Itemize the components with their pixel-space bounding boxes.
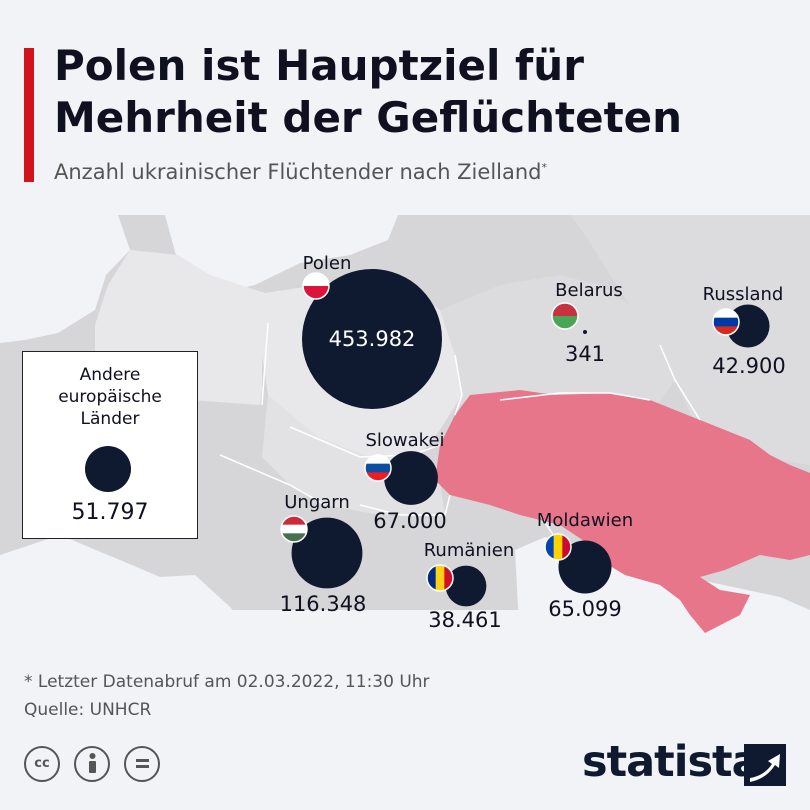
flag-ring-rumaenien — [426, 564, 454, 592]
bubble-belarus — [583, 330, 587, 334]
legend-value: 51.797 — [71, 500, 149, 525]
russia-region — [570, 215, 810, 465]
flag-moldova-icon — [544, 533, 572, 561]
flag-stripe — [303, 286, 329, 299]
flag-stripe — [303, 273, 329, 286]
flag-stripes-russland — [713, 309, 739, 335]
flag-stripe — [281, 524, 307, 534]
value-label-ungarn: 116.348 — [280, 592, 367, 616]
country-label-russland: Russland — [703, 284, 784, 305]
value-label-moldawien: 65.099 — [548, 597, 621, 621]
country-label-ungarn: Ungarn — [284, 492, 350, 513]
belarus-region — [440, 275, 675, 415]
flag-ring-polen — [302, 272, 330, 300]
flag-stripe — [281, 516, 307, 526]
value-label-polen: 453.982 — [329, 327, 416, 351]
country-label-slowakei: Slowakei — [365, 430, 444, 451]
bubble-polen — [302, 269, 442, 409]
country-label-moldawien: Moldawien — [537, 510, 633, 531]
border-at-hu — [219, 454, 326, 506]
cc-icon[interactable]: cc — [24, 746, 60, 782]
subtitle: Anzahl ukrainischer Flüchtender nach Zie… — [54, 160, 547, 184]
border-by-ua — [499, 392, 651, 401]
flag-stripe — [365, 472, 391, 481]
flag-stripe — [435, 565, 445, 591]
legend-bubble — [85, 446, 131, 492]
statista-logo-text[interactable]: statista — [582, 737, 761, 787]
sea-north-west — [0, 215, 130, 343]
legend-title: Andere europäische Länder — [23, 364, 197, 430]
flag-stripe — [365, 455, 391, 465]
statista-logo-icon — [744, 744, 786, 786]
attribution-icon[interactable] — [74, 746, 110, 782]
page-title: Polen ist Hauptziel für Mehrheit der Gef… — [54, 40, 682, 144]
value-label-rumaenien: 38.461 — [428, 608, 501, 632]
value-label-slowakei: 67.000 — [373, 509, 446, 533]
flag-ring-slowakei — [364, 454, 392, 482]
bubble-rumaenien — [445, 565, 487, 607]
flag-romania-icon — [426, 564, 454, 592]
map-bottom-margin — [0, 610, 810, 645]
flag-poland-icon — [302, 272, 330, 300]
sea-baltic — [165, 215, 398, 295]
flag-stripes-slowakei — [365, 455, 391, 481]
equals-glyph — [135, 759, 149, 768]
flag-stripes-moldawien — [545, 534, 571, 560]
subtitle-footnote-mark: * — [541, 161, 548, 174]
flag-hungary-icon — [280, 515, 308, 543]
flag-stripe — [553, 534, 563, 560]
legend-box: Andere europäische Länder 51.797 — [22, 351, 198, 539]
attribution-glyph — [88, 753, 96, 773]
flag-stripe — [427, 565, 437, 591]
flag-stripe — [444, 565, 453, 591]
value-label-belarus: 341 — [565, 342, 605, 366]
flag-ring-moldawien — [544, 533, 572, 561]
title-line-2: Mehrheit der Geflüchteten — [54, 93, 683, 142]
flag-stripe — [281, 533, 307, 542]
flag-stripe — [545, 534, 555, 560]
ukraine-shape — [435, 390, 810, 633]
flag-ring-belarus — [551, 302, 579, 330]
flag-ring-ungarn — [280, 515, 308, 543]
country-label-belarus: Belarus — [555, 280, 623, 301]
flag-stripe — [552, 316, 578, 329]
footnote: * Letzter Datenabruf am 02.03.2022, 11:3… — [24, 672, 430, 692]
source-note: Quelle: UNHCR — [24, 700, 152, 720]
country-label-rumaenien: Rumänien — [424, 540, 515, 561]
country-label-polen: Polen — [303, 253, 352, 274]
value-label-russland: 42.900 — [712, 354, 785, 378]
flag-slovakia-icon — [364, 454, 392, 482]
legend-title-line-1: Andere — [79, 365, 141, 385]
border-pl-by — [454, 354, 463, 416]
flag-stripe — [562, 534, 571, 560]
border-de-pl — [261, 322, 269, 406]
flag-stripes-belarus — [552, 303, 578, 329]
flag-stripe — [713, 326, 739, 335]
legend-title-line-2: europäische — [58, 387, 162, 407]
title-line-1: Polen ist Hauptziel für — [54, 41, 584, 90]
legend-title-line-3: Länder — [80, 409, 140, 429]
bubble-moldawien — [558, 540, 612, 594]
bubble-layer: Polen 453.982 Belarus 341 Russland 42.900 Slow… — [280, 253, 786, 632]
flag-stripe — [713, 309, 739, 319]
bubble-slowakei — [384, 451, 438, 505]
accent-bar — [24, 48, 34, 182]
flag-stripes-ungarn — [281, 516, 307, 542]
bubble-ungarn — [291, 517, 363, 589]
flag-belarus-icon — [551, 302, 579, 330]
subtitle-text: Anzahl ukrainischer Flüchtender nach Zie… — [54, 160, 542, 184]
flag-stripe — [365, 463, 391, 473]
flag-stripe — [713, 317, 739, 327]
flag-stripe — [552, 303, 578, 316]
flag-stripes-polen — [303, 273, 329, 299]
border-ro — [359, 494, 451, 516]
flag-russia-icon — [712, 308, 740, 336]
border-by-ru — [659, 344, 701, 421]
flag-stripes-rumaenien — [427, 565, 453, 591]
border-pl-sk — [289, 426, 441, 458]
flag-ring-russland — [712, 308, 740, 336]
no-derivatives-icon[interactable] — [124, 746, 160, 782]
